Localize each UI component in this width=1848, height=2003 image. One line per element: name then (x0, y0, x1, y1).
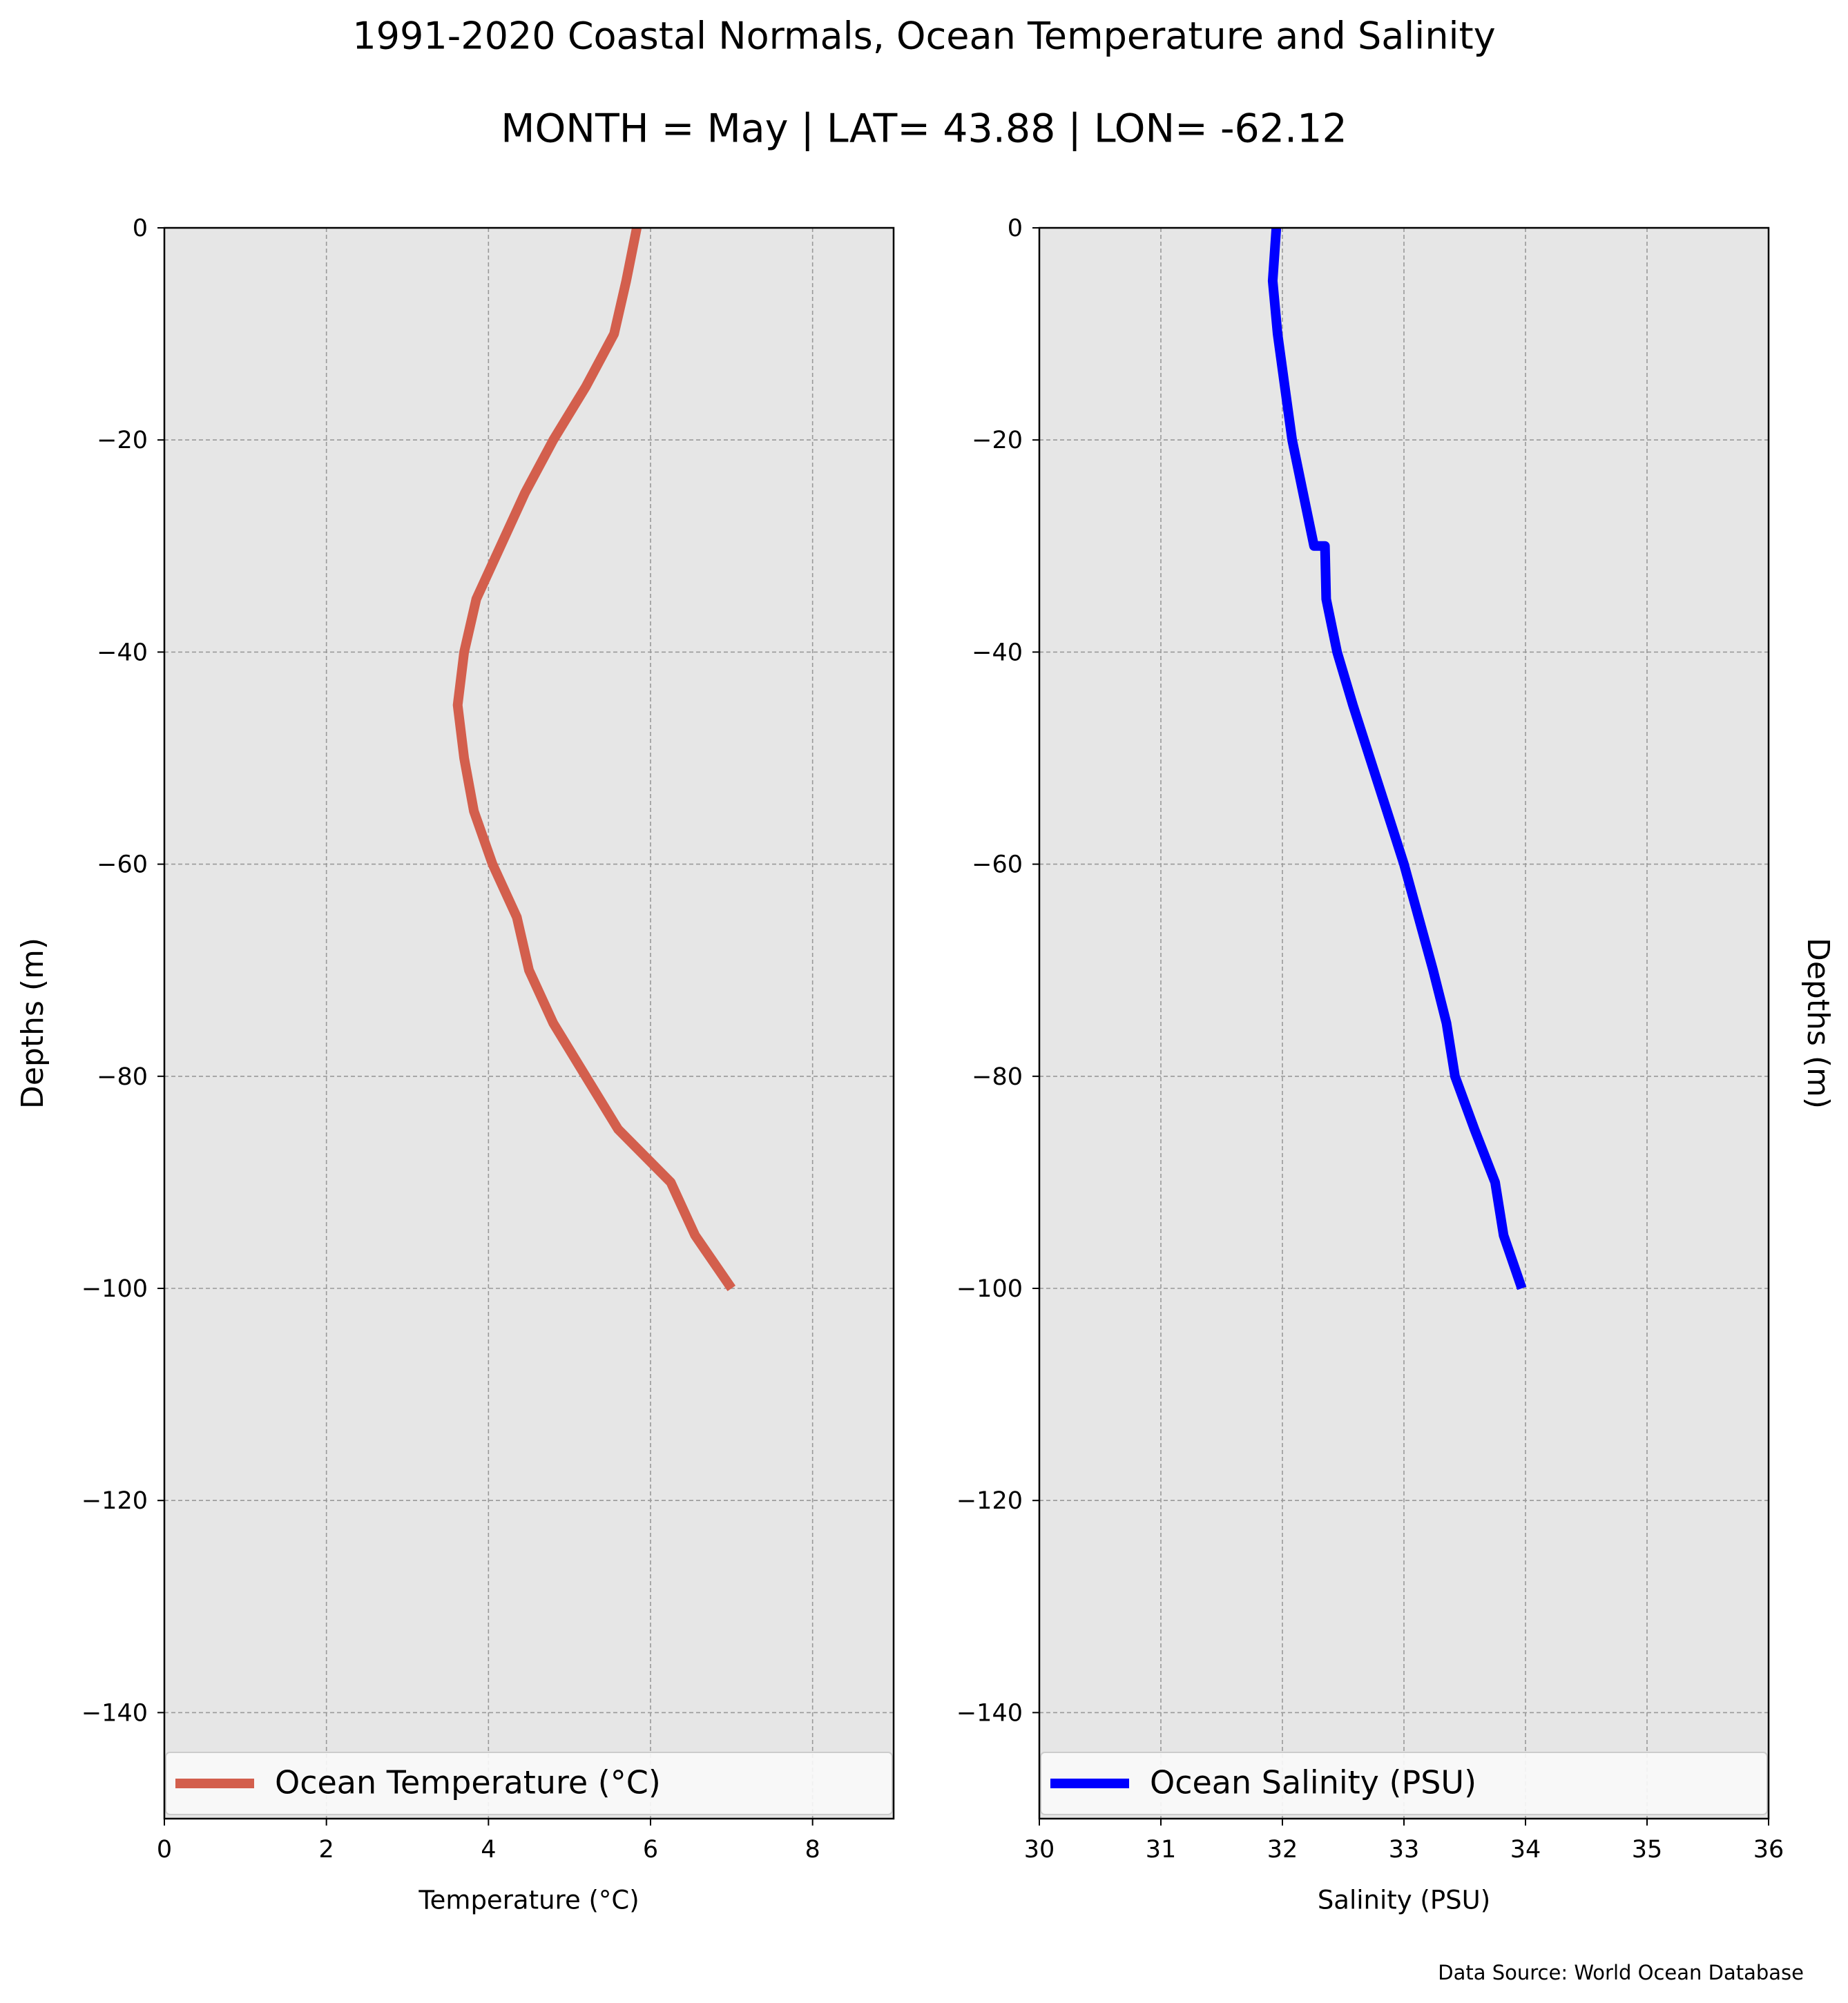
y-tick-label: 0 (133, 215, 148, 242)
salinity-plot: Ocean Salinity (PSU) 30 31 32 33 34 35 36 0 −20 −4… (956, 215, 1836, 1915)
legend-label: Ocean Temperature (°C) (275, 1764, 661, 1801)
x-tick-label: 6 (643, 1836, 658, 1864)
axes-frame (163, 226, 895, 1820)
x-tick-label: 0 (157, 1836, 172, 1864)
x-tick-label: 33 (1389, 1836, 1420, 1864)
y-tick-label: −120 (81, 1487, 148, 1515)
legend-box (1040, 1752, 1768, 1815)
data-source-note: Data Source: World Ocean Database (1438, 1961, 1804, 1984)
series-line (1267, 227, 1527, 1290)
legend-box (165, 1752, 893, 1815)
x-tick-label: 2 (319, 1836, 334, 1864)
y-tick-label: −80 (972, 1063, 1023, 1091)
x-tick-label: 31 (1146, 1836, 1177, 1864)
temperature-plot: Ocean Temperature (°C) 0 2 4 6 8 0 −20 −40 −60 −80… (15, 215, 895, 1915)
y-axis-label: Depths (m) (15, 938, 50, 1109)
y-tick-label: −20 (972, 427, 1023, 454)
x-tick-label: 35 (1632, 1836, 1663, 1864)
x-tick-label: 8 (805, 1836, 820, 1864)
figure-subtitle: MONTH = May | LAT= 43.88 | LON= -62.12 (501, 106, 1347, 152)
y-tick-label: −40 (97, 639, 148, 666)
figure-title: 1991-2020 Coastal Normals, Ocean Tempera… (352, 14, 1495, 58)
y-tick-label: −60 (972, 851, 1023, 879)
x-tick-label: 4 (481, 1836, 496, 1864)
y-tick-label: −100 (81, 1275, 148, 1303)
y-axis-label: Depths (m) (1800, 938, 1836, 1109)
y-tick-label: −60 (97, 851, 148, 879)
x-tick-label: 36 (1753, 1836, 1784, 1864)
x-tick-label: 32 (1267, 1836, 1298, 1864)
x-tick-label: 30 (1024, 1836, 1055, 1864)
x-axis-label: Temperature (°C) (418, 1886, 639, 1915)
y-tick-label: −20 (97, 427, 148, 454)
series-line (452, 226, 736, 1291)
y-tick-label: −40 (972, 639, 1023, 666)
x-axis-label: Salinity (PSU) (1318, 1886, 1490, 1915)
y-tick-label: −140 (956, 1699, 1023, 1727)
plot-area (164, 228, 894, 1819)
y-tick-label: −120 (956, 1487, 1023, 1515)
y-tick-label: −140 (81, 1699, 148, 1727)
y-tick-label: −80 (97, 1063, 148, 1091)
legend-label: Ocean Salinity (PSU) (1150, 1764, 1476, 1801)
x-tick-label: 34 (1510, 1836, 1541, 1864)
y-tick-label: 0 (1008, 215, 1023, 242)
y-tick-label: −100 (956, 1275, 1023, 1303)
